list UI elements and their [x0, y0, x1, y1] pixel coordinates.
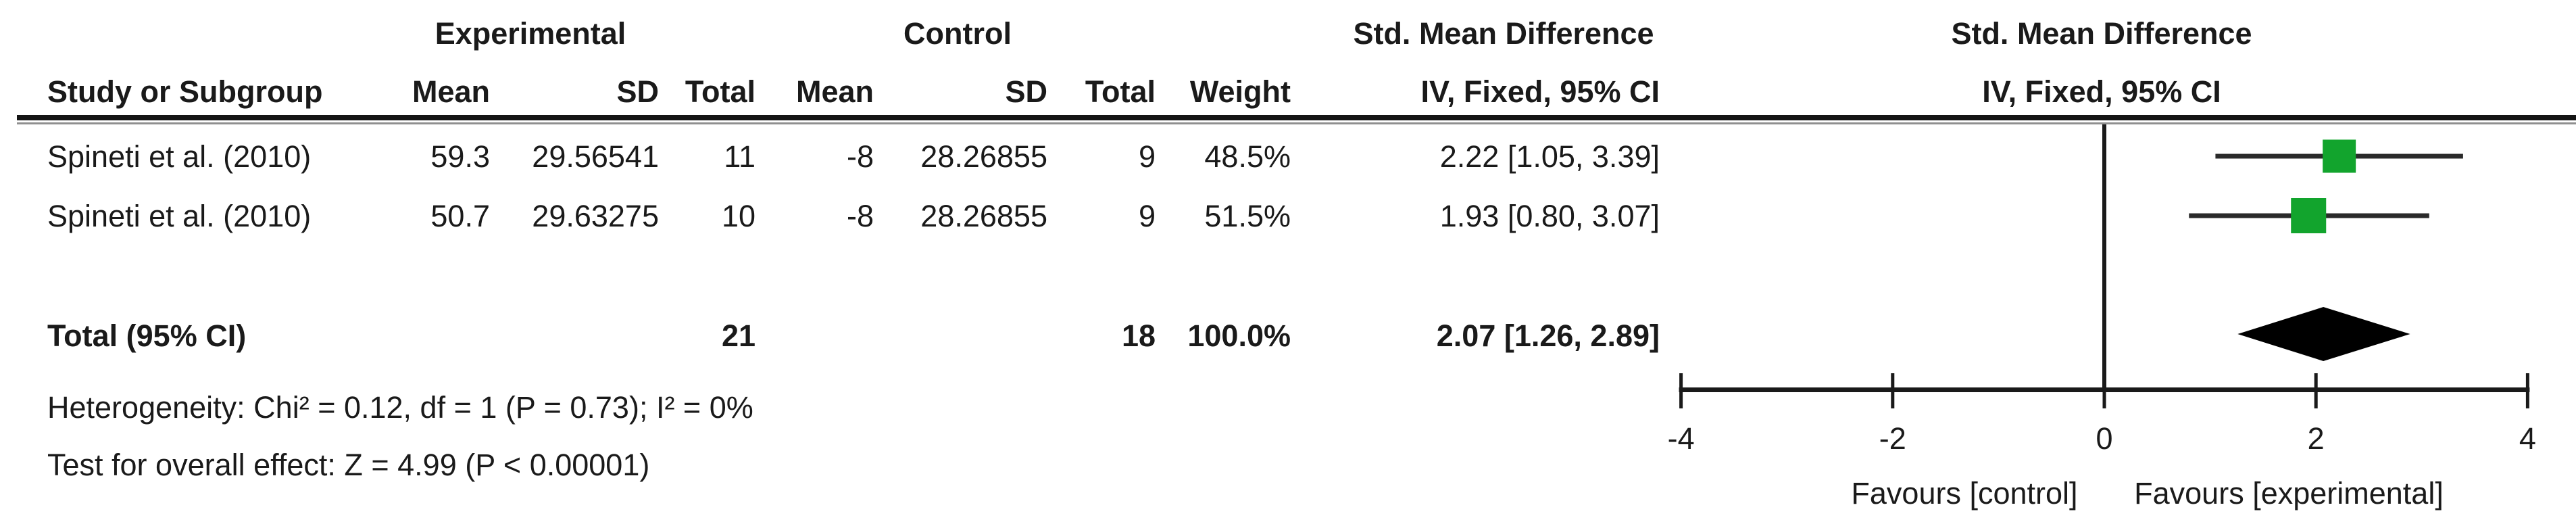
table-row-study-label: Spineti et al. (2010) [47, 199, 312, 233]
table-row-sd-experimental: 29.56541 [532, 139, 659, 174]
table-row-sd-control: 28.26855 [920, 199, 1047, 233]
header-weight: Weight [1189, 74, 1291, 109]
header-sd-control: SD [1005, 74, 1047, 109]
x-axis-tick [1891, 373, 1895, 408]
total-row-ci-estimate: 2.07 [1.26, 2.89] [1436, 318, 1660, 353]
table-row-ci-estimate: 2.22 [1.05, 3.39] [1439, 139, 1660, 174]
x-axis-tick-label: -2 [1879, 421, 1906, 456]
table-row-mean-experimental: 50.7 [430, 199, 490, 233]
table-row-mean-control: -8 [846, 139, 874, 174]
table-row-sd-experimental: 29.63275 [532, 199, 659, 233]
header-rule [17, 115, 2576, 120]
header-smd-column-title: Std. Mean Difference [1353, 16, 1654, 51]
table-row-ci-estimate: 1.93 [0.80, 3.07] [1439, 199, 1660, 233]
x-axis-tick [2102, 373, 2106, 408]
x-axis-tick-label: 2 [2308, 421, 2325, 456]
x-axis-tick [2314, 373, 2318, 408]
table-row-sd-control: 28.26855 [920, 139, 1047, 174]
table-row-mean-experimental: 59.3 [430, 139, 490, 174]
x-axis-tick-label: 0 [2096, 421, 2112, 456]
x-axis-tick [1679, 373, 1683, 408]
x-axis-tick-label: 4 [2519, 421, 2536, 456]
x-axis-tick [2525, 373, 2529, 408]
header-rule-shadow [17, 122, 2576, 124]
favours-experimental-label: Favours [experimental] [2134, 476, 2444, 511]
study-weight-square [2291, 198, 2327, 233]
header-iv-fixed-ci-column: IV, Fixed, 95% CI [1420, 74, 1660, 109]
header-group-control: Control [903, 16, 1012, 51]
header-total-experimental: Total [685, 74, 756, 109]
heterogeneity-stats: Heterogeneity: Chi² = 0.12, df = 1 (P = … [47, 390, 753, 425]
table-row-weight: 51.5% [1204, 199, 1291, 233]
total-diamond [2237, 307, 2410, 361]
header-group-experimental: Experimental [435, 16, 626, 51]
table-row-study-label: Spineti et al. (2010) [47, 139, 312, 174]
table-row-total-experimental: 10 [721, 199, 756, 233]
table-row-mean-control: -8 [846, 199, 874, 233]
table-row-total-control: 9 [1138, 139, 1156, 174]
header-sd-experimental: SD [616, 74, 659, 109]
x-axis-tick-label: -4 [1668, 421, 1695, 456]
table-row-total-experimental: 11 [724, 139, 756, 174]
header-study-or-subgroup: Study or Subgroup [47, 74, 323, 109]
zero-effect-line [2102, 124, 2106, 387]
total-row-total-experimental: 21 [721, 318, 756, 353]
table-row-total-control: 9 [1138, 199, 1156, 233]
header-total-control: Total [1085, 74, 1156, 109]
header-mean-control: Mean [795, 74, 874, 109]
header-mean-experimental: Mean [412, 74, 490, 109]
total-row-label: Total (95% CI) [47, 318, 247, 353]
total-row-weight: 100.0% [1187, 318, 1291, 353]
header-iv-fixed-ci-plot: IV, Fixed, 95% CI [1982, 74, 2221, 109]
header-smd-plot-title: Std. Mean Difference [1951, 16, 2252, 51]
overall-effect-test: Test for overall effect: Z = 4.99 (P < 0… [47, 448, 650, 482]
favours-control-label: Favours [control] [1851, 476, 2077, 511]
study-weight-square [2323, 139, 2356, 173]
total-row-total-control: 18 [1121, 318, 1156, 353]
table-row-weight: 48.5% [1204, 139, 1291, 174]
